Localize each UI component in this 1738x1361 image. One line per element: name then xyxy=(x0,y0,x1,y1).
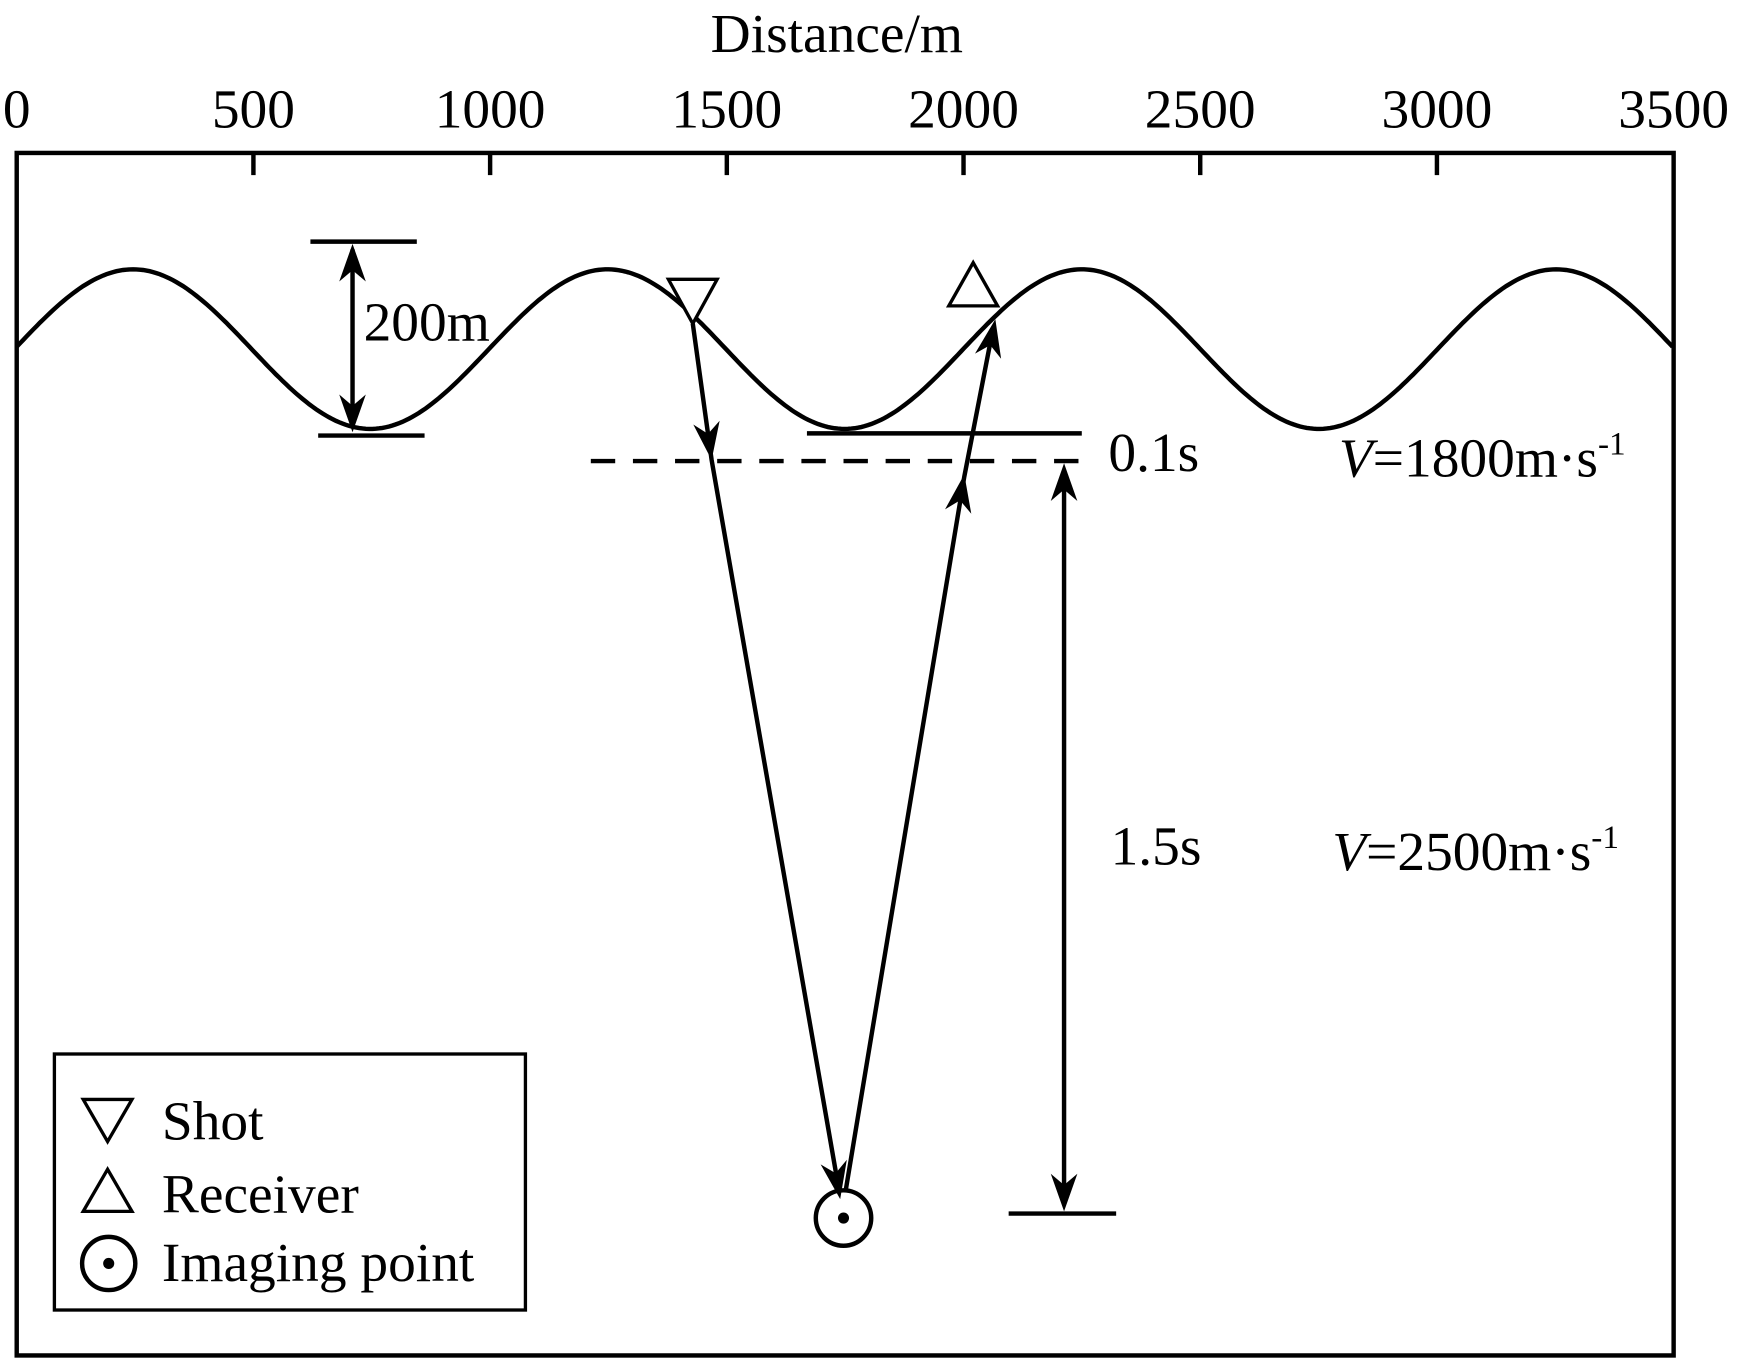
velocity-label: V=2500m·s-1 xyxy=(1332,819,1619,882)
arrowhead xyxy=(1050,463,1078,501)
legend-receiver-symbol xyxy=(80,1165,135,1214)
receiver-symbol xyxy=(945,259,1001,308)
velocity-text: =2500m·s xyxy=(1366,821,1591,882)
time-label: 0.1s xyxy=(1108,422,1199,483)
down-ray xyxy=(690,323,843,1198)
arrowhead xyxy=(339,243,366,282)
tick-label: 500 xyxy=(212,78,295,139)
arrowhead xyxy=(945,474,972,514)
velocity-symbol: V xyxy=(1332,821,1372,882)
legend-imaging-dot xyxy=(103,1257,115,1270)
arrowhead xyxy=(820,1159,847,1200)
arrowheads xyxy=(339,243,1078,1212)
relief-label: 200m xyxy=(364,291,490,352)
ticks: 0 500 1000 1500 2000 2500 3000 3500 xyxy=(3,78,1729,176)
surface xyxy=(15,267,1675,432)
velocity-symbol: V xyxy=(1339,428,1379,489)
arrowhead xyxy=(975,319,1002,359)
tick-label: 2500 xyxy=(1145,78,1256,139)
tick-label: 3500 xyxy=(1618,78,1729,139)
axis-title: Distance/m xyxy=(711,3,963,64)
legend-label: Receiver xyxy=(162,1163,359,1224)
arrowhead xyxy=(1050,1173,1078,1212)
velocity-exponent: -1 xyxy=(1591,819,1619,856)
shot-symbol xyxy=(665,277,720,328)
legend-label: Imaging point xyxy=(162,1232,475,1293)
tick-label: 1000 xyxy=(435,78,546,139)
velocity-exponent: -1 xyxy=(1598,425,1626,462)
arrowhead xyxy=(693,420,720,460)
legend-label: Shot xyxy=(162,1090,264,1151)
velocity-label: V=1800m·s-1 xyxy=(1339,425,1626,488)
time-label: 1.5s xyxy=(1111,815,1202,876)
velocity-text: =1800m·s xyxy=(1373,428,1598,489)
arrowhead xyxy=(339,394,366,433)
tick-label: 3000 xyxy=(1382,78,1493,139)
up-ray xyxy=(842,327,996,1198)
frame xyxy=(14,150,1676,1358)
imaging-point-dot xyxy=(837,1212,850,1224)
tick-label: 0 xyxy=(3,78,31,139)
legend-imaging-symbol xyxy=(79,1234,138,1293)
tick-label: 2000 xyxy=(908,78,1019,139)
legend-shot-symbol xyxy=(80,1097,135,1145)
tick-label: 1500 xyxy=(671,78,782,139)
